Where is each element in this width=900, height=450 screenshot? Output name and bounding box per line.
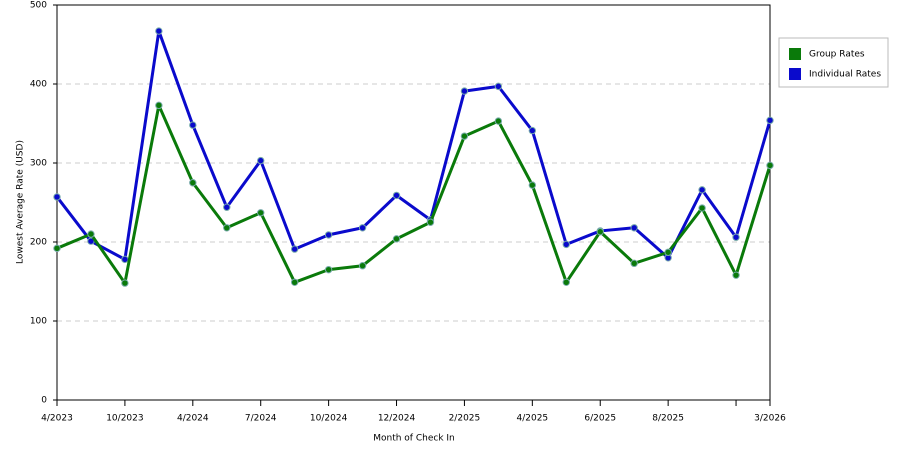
data-point — [290, 278, 299, 286]
series-line — [55, 29, 772, 261]
data-point — [528, 181, 537, 189]
x-tick-label: 7/2024 — [245, 414, 277, 424]
x-tick-label: 4/2024 — [177, 414, 209, 424]
data-point — [460, 132, 469, 140]
legend-label: Group Rates — [809, 50, 865, 60]
y-tick-label: 500 — [30, 1, 47, 11]
y-tick-label: 200 — [30, 238, 47, 248]
y-axis-label: Lowest Average Rate (USD) — [16, 140, 26, 264]
data-point — [766, 161, 774, 170]
y-tick-label: 100 — [30, 317, 47, 327]
data-point — [426, 218, 435, 226]
legend-swatch — [789, 68, 801, 80]
y-tick-label: 300 — [30, 159, 47, 169]
data-point — [358, 262, 367, 270]
data-point — [630, 259, 638, 268]
data-point — [290, 245, 299, 253]
legend-label: Individual Rates — [809, 70, 881, 80]
data-point — [324, 265, 333, 274]
data-point — [596, 228, 604, 236]
data-point — [223, 224, 231, 232]
x-tick-label: 10/2024 — [310, 414, 348, 424]
data-point — [257, 209, 265, 217]
series-line — [56, 103, 772, 285]
data-point — [155, 27, 163, 35]
data-point — [494, 82, 503, 91]
data-point — [732, 271, 740, 279]
data-point — [562, 240, 570, 249]
data-point — [528, 126, 537, 135]
data-point — [392, 235, 401, 243]
x-axis-label: Month of Check In — [373, 434, 455, 444]
data-point — [87, 230, 95, 238]
x-tick-label: 4/2025 — [516, 414, 548, 424]
data-point — [460, 87, 469, 95]
data-point — [53, 244, 61, 253]
y-tick-label: 0 — [41, 396, 47, 406]
x-tick-label: 12/2024 — [378, 414, 416, 424]
legend-swatch — [789, 48, 801, 60]
y-tick-label: 400 — [30, 80, 47, 90]
data-point — [257, 156, 265, 165]
data-point — [698, 204, 706, 212]
data-point — [324, 231, 333, 239]
x-tick-label: 8/2025 — [652, 414, 684, 424]
data-point — [392, 191, 401, 200]
x-tick-label: 2/2025 — [449, 414, 481, 424]
data-point — [121, 255, 129, 264]
data-point — [223, 203, 231, 211]
data-point — [562, 278, 570, 286]
plot-frame — [56, 4, 771, 401]
data-point — [189, 121, 197, 129]
data-point — [53, 193, 61, 201]
x-tick-label: 10/2023 — [106, 414, 143, 424]
x-tick-label: 4/2023 — [41, 414, 73, 424]
data-point — [121, 279, 129, 287]
data-point — [664, 248, 672, 256]
x-tick-label: 6/2025 — [584, 414, 616, 424]
data-point — [155, 101, 163, 110]
data-point — [494, 117, 503, 125]
data-point — [698, 186, 706, 194]
data-point — [732, 233, 740, 241]
data-point — [358, 224, 367, 232]
data-point — [189, 179, 197, 187]
x-tick-label: 3/2026 — [754, 414, 786, 424]
data-point — [766, 116, 774, 125]
data-point — [630, 224, 638, 232]
